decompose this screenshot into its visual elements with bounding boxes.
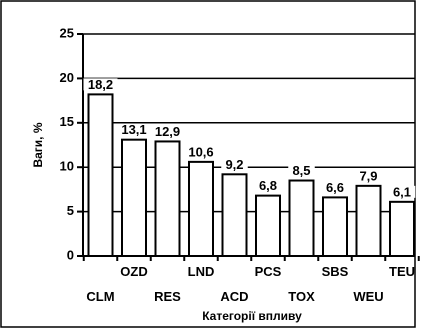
bar-res — [154, 140, 181, 257]
data-label-bg — [221, 158, 248, 171]
data-label-res: 12,9 — [155, 124, 180, 139]
x-axis-title: Категорії впливу — [202, 309, 302, 323]
bar-acd — [221, 173, 248, 257]
data-label-tox: 8,5 — [292, 163, 310, 178]
data-label-bg — [254, 179, 282, 192]
bar-lnd — [188, 160, 214, 257]
bars — [87, 93, 415, 258]
data-label-bg — [83, 78, 118, 91]
data-label-teu: 6,1 — [393, 184, 411, 199]
y-axis-title: Ваги, % — [31, 122, 45, 167]
data-label-clm: 18,2 — [88, 77, 113, 92]
data-label-bg — [184, 145, 218, 158]
bar-teu — [389, 200, 415, 257]
x-tick-label-acd: ACD — [220, 289, 248, 304]
data-labels: 18,2 13,1 12,9 10,6 9,2 6,8 8,5 6,6 7,9 6,1 — [83, 77, 416, 199]
axes — [82, 34, 415, 257]
data-label-lnd: 10,6 — [188, 144, 213, 159]
data-label-acd: 9,2 — [225, 157, 243, 172]
y-tick-label: 0 — [67, 247, 74, 262]
bar-ozd — [121, 138, 147, 257]
data-label-pcs: 6,8 — [259, 178, 277, 193]
x-tick-label-teu: TEU — [389, 264, 415, 279]
x-tick-label-sbs: SBS — [322, 264, 349, 279]
x-tick-label-clm: CLM — [86, 289, 114, 304]
data-label-bg — [355, 169, 382, 182]
data-label-ozd: 13,1 — [121, 122, 146, 137]
x-tick-label-weu: WEU — [353, 289, 383, 304]
bar-tox — [288, 179, 315, 258]
data-label-bg — [388, 185, 416, 198]
data-label-bg — [150, 125, 185, 138]
bar-weu — [355, 184, 382, 258]
x-tick-label-lnd: LND — [188, 264, 215, 279]
data-label-weu: 7,9 — [359, 168, 377, 183]
bar-pcs — [255, 194, 281, 257]
data-label-bg — [321, 181, 349, 194]
y-tick-label: 15 — [60, 114, 74, 129]
x-tick-label-pcs: PCS — [255, 264, 282, 279]
data-label-bg — [117, 123, 151, 136]
x-ticks: CLM OZD RES LND ACD PCS TOX SBS WEU TEU — [82, 256, 420, 304]
y-ticks: 0 5 10 15 20 25 — [60, 25, 83, 262]
x-tick-label-ozd: OZD — [120, 264, 147, 279]
bar-sbs — [322, 196, 348, 257]
data-label-sbs: 6,6 — [326, 180, 344, 195]
y-tick-label: 10 — [60, 159, 74, 174]
x-tick-label-tox: TOX — [288, 289, 315, 304]
data-label-bg — [288, 164, 315, 177]
bar-clm — [87, 93, 114, 257]
y-tick-label: 25 — [60, 25, 74, 40]
y-tick-label: 5 — [67, 203, 74, 218]
y-tick-label: 20 — [60, 70, 74, 85]
x-tick-label-res: RES — [154, 289, 181, 304]
